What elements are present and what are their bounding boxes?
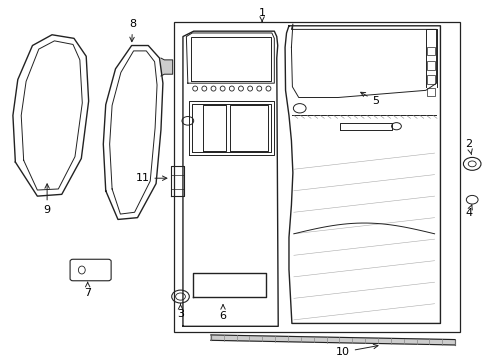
Text: 5: 5 xyxy=(361,92,379,106)
Polygon shape xyxy=(211,335,455,345)
Bar xyxy=(174,22,460,332)
Text: 9: 9 xyxy=(44,184,50,216)
Text: 6: 6 xyxy=(220,305,226,321)
Text: 1: 1 xyxy=(259,8,266,21)
Polygon shape xyxy=(161,58,172,76)
Bar xyxy=(427,61,435,69)
Bar xyxy=(427,75,435,84)
Bar xyxy=(427,88,435,96)
Text: 11: 11 xyxy=(135,173,167,183)
Text: 4: 4 xyxy=(465,205,472,218)
Text: 7: 7 xyxy=(84,282,91,298)
Bar xyxy=(427,46,435,55)
Text: 2: 2 xyxy=(465,139,472,154)
Text: 10: 10 xyxy=(336,344,378,357)
Text: 8: 8 xyxy=(129,19,136,42)
Text: 3: 3 xyxy=(177,304,184,319)
